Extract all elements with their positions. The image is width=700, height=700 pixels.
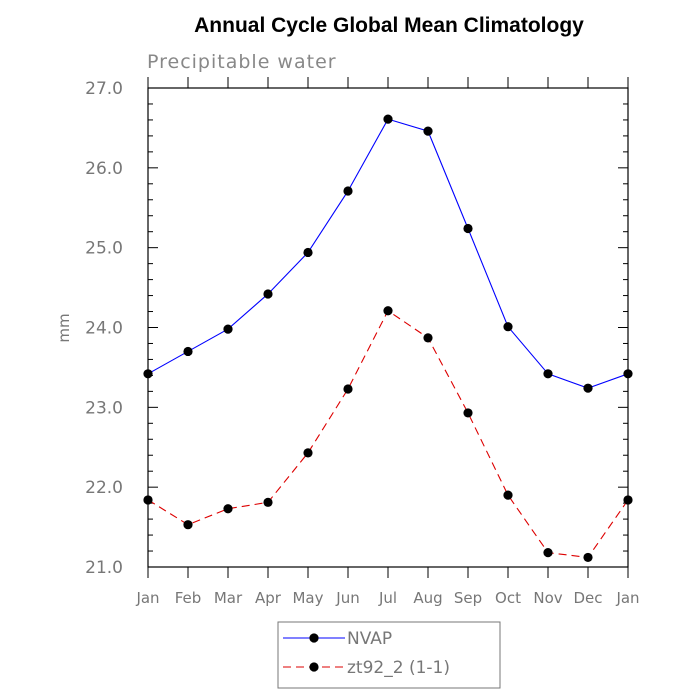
y-tick-label: 26.0 xyxy=(85,159,123,179)
y-tick-label: 21.0 xyxy=(85,558,123,578)
data-point xyxy=(383,306,393,316)
legend-marker xyxy=(309,633,319,643)
axis-ticks: 21.0 22.0 23.0 24.0 25.0 26.0 27.0 Jan Feb Mar Apr… xyxy=(85,77,640,607)
data-point xyxy=(463,223,473,234)
y-tick-label: 24.0 xyxy=(85,319,123,339)
data-point xyxy=(503,322,513,332)
y-tick-label: 25.0 xyxy=(85,239,123,259)
data-point xyxy=(543,548,553,558)
data-point xyxy=(503,490,513,500)
data-point xyxy=(303,247,313,258)
x-tick-label: Jan xyxy=(615,589,639,607)
x-tick-label: Nov xyxy=(533,589,562,607)
data-point xyxy=(343,384,353,394)
data-point xyxy=(383,114,393,124)
series-layer xyxy=(143,114,633,563)
data-point xyxy=(263,497,273,507)
x-tick-label: Feb xyxy=(175,589,202,607)
legend: NVAP zt92_2 (1-1) xyxy=(277,621,501,689)
legend-marker xyxy=(309,662,319,672)
y-tick-label: 22.0 xyxy=(85,478,123,498)
x-tick-label: Mar xyxy=(214,589,243,607)
legend-label: zt92_2 (1-1) xyxy=(347,658,450,678)
y-axis-title: mm xyxy=(55,313,73,342)
legend-label: NVAP xyxy=(347,629,392,649)
chart-title: Annual Cycle Global Mean Climatology xyxy=(194,14,584,37)
x-tick-label: Aug xyxy=(413,589,442,607)
data-point xyxy=(143,495,153,505)
data-point xyxy=(343,186,353,196)
x-tick-label: Jun xyxy=(335,589,359,607)
y-tick-label: 27.0 xyxy=(85,79,123,99)
data-point xyxy=(423,333,433,343)
x-tick-label: Oct xyxy=(495,589,521,607)
data-point xyxy=(623,495,633,505)
data-point xyxy=(223,504,233,514)
data-point xyxy=(183,520,193,530)
plot-frame xyxy=(147,87,629,568)
x-tick-label: Apr xyxy=(255,589,282,607)
data-point xyxy=(143,369,153,379)
x-tick-label: Jul xyxy=(378,589,397,607)
chart-subtitle: Precipitable water xyxy=(147,51,337,73)
data-point xyxy=(183,346,193,357)
data-point xyxy=(543,369,553,379)
y-tick-label: 23.0 xyxy=(85,398,123,418)
data-point xyxy=(583,552,593,563)
data-point xyxy=(303,448,313,458)
legend-box xyxy=(277,621,501,689)
x-tick-label: Jan xyxy=(135,589,159,607)
x-tick-label: Dec xyxy=(573,589,602,607)
x-tick-label: May xyxy=(292,589,323,607)
data-point xyxy=(223,324,233,334)
data-point xyxy=(263,289,273,299)
data-point xyxy=(583,383,593,393)
data-point xyxy=(623,369,633,379)
data-point xyxy=(423,126,433,136)
series-line-1 xyxy=(147,118,629,389)
x-tick-label: Sep xyxy=(454,589,482,607)
series-line-2 xyxy=(147,309,629,559)
data-point xyxy=(463,408,473,418)
